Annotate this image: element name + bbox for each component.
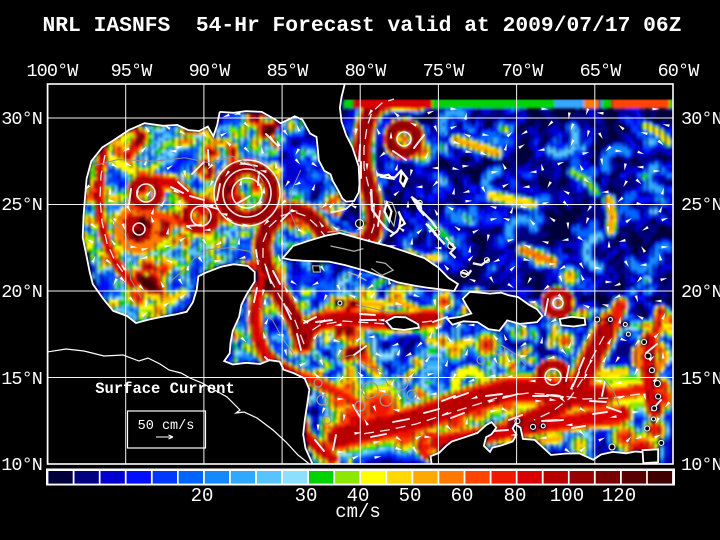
svg-text:65°W: 65°W: [580, 61, 623, 82]
svg-text:cm/s: cm/s: [335, 501, 381, 523]
svg-text:10°N: 10°N: [1, 455, 42, 476]
svg-text:60: 60: [451, 485, 474, 507]
svg-text:120: 120: [602, 485, 636, 507]
svg-text:50: 50: [399, 485, 422, 507]
svg-text:20°N: 20°N: [1, 282, 42, 303]
svg-text:100: 100: [550, 485, 584, 507]
svg-text:40: 40: [347, 485, 370, 507]
svg-text:85°W: 85°W: [267, 61, 310, 82]
svg-text:50 cm/s: 50 cm/s: [138, 419, 195, 434]
svg-text:70°W: 70°W: [502, 61, 545, 82]
svg-text:25°N: 25°N: [1, 195, 42, 216]
svg-text:30°N: 30°N: [1, 109, 42, 130]
svg-text:100°W: 100°W: [26, 61, 79, 82]
svg-text:Surface Current: Surface Current: [95, 380, 235, 398]
svg-text:20°N: 20°N: [681, 282, 720, 303]
svg-text:15°N: 15°N: [1, 369, 42, 390]
svg-text:80°W: 80°W: [345, 61, 388, 82]
svg-text:75°W: 75°W: [423, 61, 466, 82]
svg-text:95°W: 95°W: [111, 61, 154, 82]
svg-text:15°N: 15°N: [681, 369, 720, 390]
svg-text:20: 20: [191, 485, 214, 507]
svg-text:30: 30: [295, 485, 318, 507]
svg-text:25°N: 25°N: [681, 195, 720, 216]
svg-text:NRL IASNFS 54-Hr Forecast val: NRL IASNFS 54-Hr Forecast valid at 2009/…: [42, 14, 681, 38]
svg-text:80: 80: [504, 485, 527, 507]
svg-text:30°N: 30°N: [681, 109, 720, 130]
svg-text:10°N: 10°N: [681, 455, 720, 476]
svg-text:90°W: 90°W: [189, 61, 232, 82]
svg-text:60°W: 60°W: [658, 61, 701, 82]
